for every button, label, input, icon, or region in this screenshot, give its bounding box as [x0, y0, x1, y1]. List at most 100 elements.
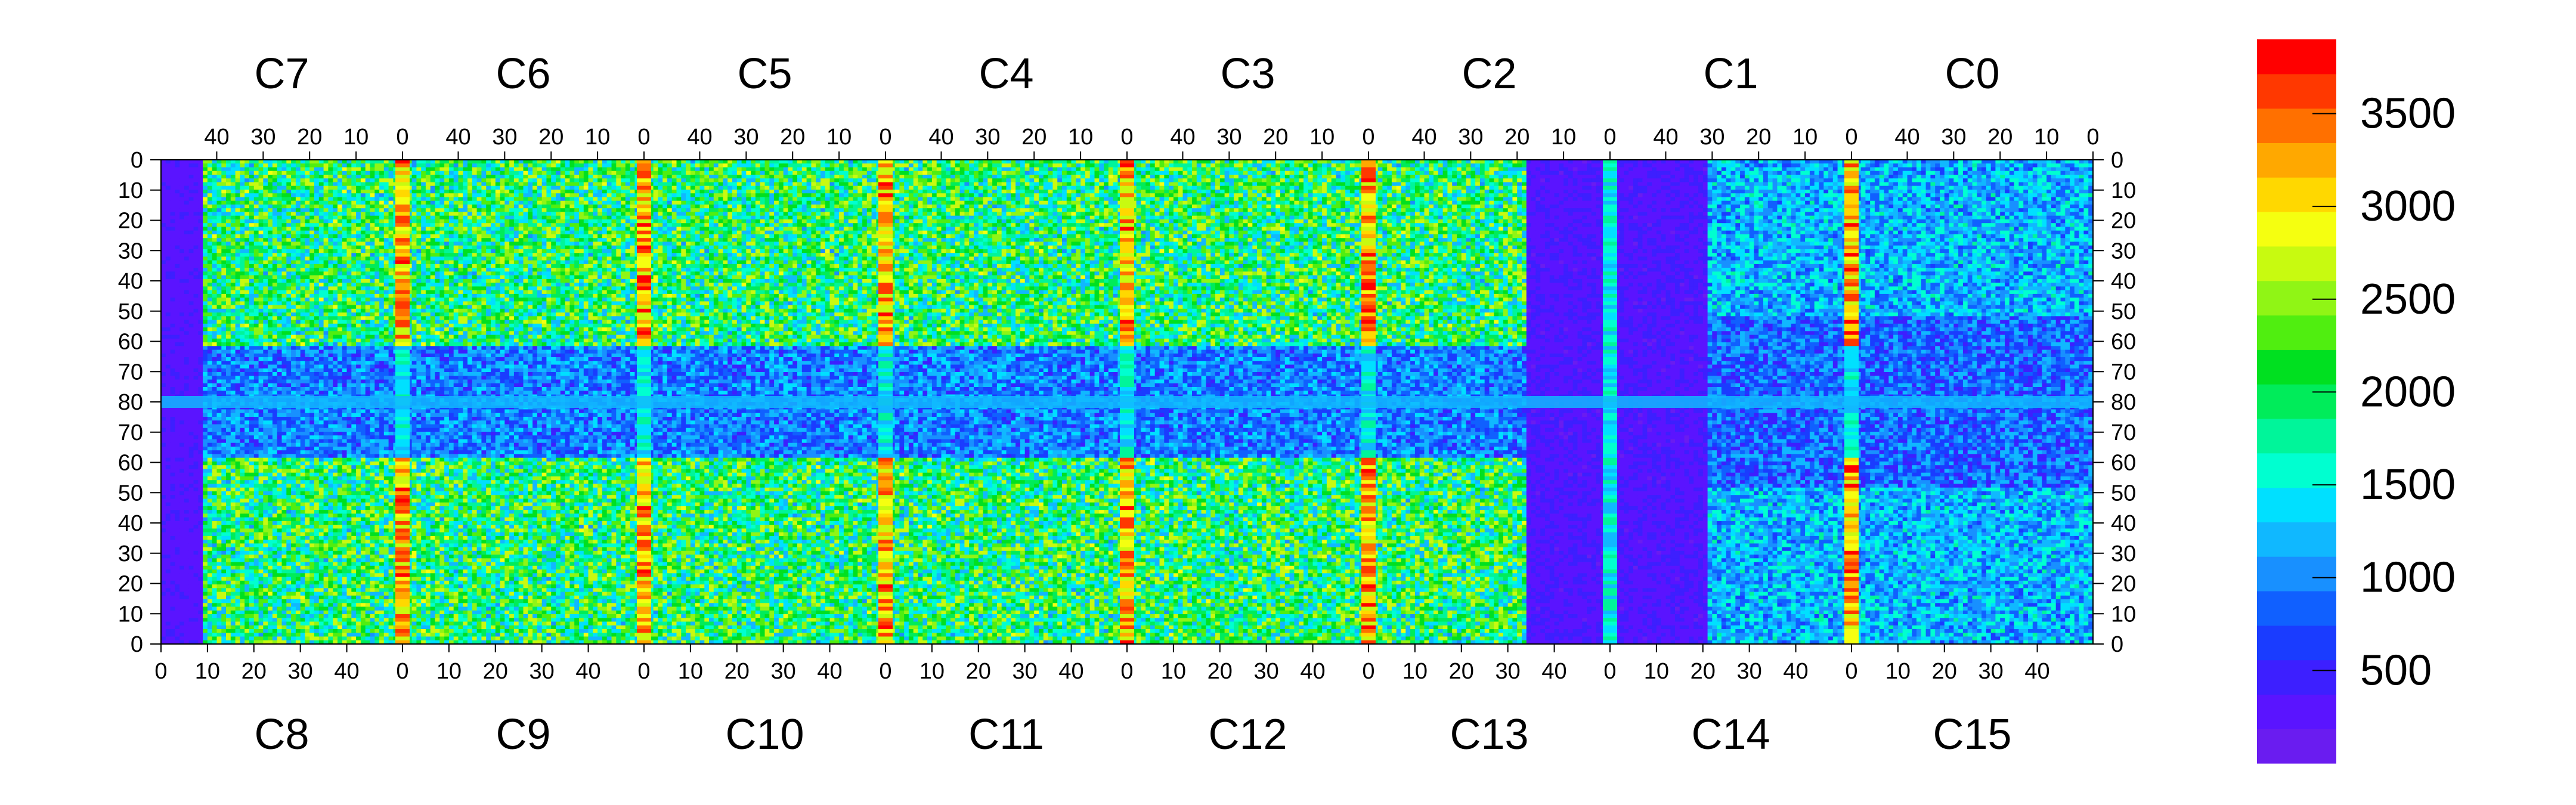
top-x-tick-label: 20 [1504, 125, 1530, 150]
colorbar-segment [2257, 626, 2336, 660]
bottom-x-tick-label: 30 [1496, 659, 1521, 684]
bottom-x-tick-label: 20 [483, 659, 508, 684]
left-y-tick-label: 50 [118, 481, 143, 506]
bottom-x-tick-label: 10 [436, 659, 462, 684]
bottom-chip-label: C9 [496, 711, 550, 758]
top-x-tick-label: 10 [585, 125, 610, 150]
left-y-tick-label: 30 [118, 239, 143, 264]
top-x-tick-label: 0 [2086, 125, 2099, 150]
colorbar-segment [2257, 349, 2336, 384]
top-x-tick-label: 30 [1699, 125, 1724, 150]
top-x-tick-label: 30 [733, 125, 758, 150]
top-chip-label: C1 [1703, 50, 1758, 98]
bottom-chip-labels: C8 C9 C10 C11 C12 C13 C14 C15 [254, 711, 2011, 758]
left-y-tick-label: 0 [131, 148, 143, 173]
heatmap-cells [161, 160, 2094, 645]
bottom-x-tick-label: 30 [1013, 659, 1038, 684]
left-y-tick-label: 10 [118, 178, 143, 203]
bottom-x-axis: 0 10 20 30 40 0 10 20 30 40 0 10 20 30 40 0 10 20 30 40 0 10 2… [154, 644, 2049, 684]
right-y-tick-label: 70 [2111, 420, 2136, 445]
top-x-tick-label: 0 [1603, 125, 1616, 150]
bottom-x-tick-label: 40 [2024, 659, 2049, 684]
bottom-x-tick-label: 40 [1783, 659, 1808, 684]
top-x-tick-label: 10 [1551, 125, 1576, 150]
bottom-x-tick-label: 10 [1161, 659, 1186, 684]
colorbar-tick-label: 1000 [2360, 554, 2456, 602]
bottom-x-tick-label: 20 [1449, 659, 1474, 684]
top-chip-label: C2 [1462, 50, 1516, 98]
left-y-tick-label: 30 [118, 541, 143, 566]
top-x-tick-label: 20 [538, 125, 564, 150]
right-y-tick-label: 0 [2111, 632, 2123, 657]
bottom-x-tick-label: 10 [919, 659, 945, 684]
colorbar-segment [2257, 315, 2336, 350]
top-x-tick-label: 0 [1845, 125, 1857, 150]
top-chip-label: C5 [737, 50, 792, 98]
colorbar-segment [2257, 281, 2336, 315]
bottom-x-tick-label: 0 [1362, 659, 1374, 684]
colorbar-segment [2257, 246, 2336, 281]
colorbar-segment [2257, 556, 2336, 591]
bottom-x-tick-label: 20 [1208, 659, 1233, 684]
top-x-tick-label: 10 [826, 125, 852, 150]
colorbar-tick-label: 1500 [2360, 461, 2456, 509]
left-y-tick-label: 0 [131, 632, 143, 657]
top-x-tick-label: 30 [1216, 125, 1241, 150]
top-x-tick-label: 30 [975, 125, 1000, 150]
right-y-tick-label: 70 [2111, 360, 2136, 385]
left-y-tick-label: 40 [118, 511, 143, 536]
bottom-x-tick-label: 20 [724, 659, 750, 684]
bottom-x-tick-label: 40 [575, 659, 600, 684]
colorbar-segment [2257, 660, 2336, 695]
left-y-tick-label: 70 [118, 360, 143, 385]
right-y-tick-label: 80 [2111, 390, 2136, 415]
top-x-tick-label: 0 [1120, 125, 1133, 150]
right-y-tick-label: 0 [2111, 148, 2123, 173]
bottom-x-tick-label: 0 [396, 659, 408, 684]
bottom-x-tick-label: 20 [1690, 659, 1716, 684]
bottom-x-tick-label: 30 [771, 659, 796, 684]
bottom-chip-label: C13 [1450, 711, 1528, 758]
left-y-tick-label: 20 [118, 572, 143, 597]
colorbar-segment [2257, 591, 2336, 626]
top-x-tick-label: 0 [1362, 125, 1374, 150]
top-chip-label: C7 [254, 50, 309, 98]
top-chip-labels: C7 C6 C5 C4 C3 C2 C1 C0 [254, 50, 1999, 98]
left-y-tick-label: 60 [118, 330, 143, 355]
bottom-x-tick-label: 40 [1058, 659, 1083, 684]
bottom-x-tick-label: 40 [1541, 659, 1566, 684]
top-x-tick-label: 10 [2034, 125, 2059, 150]
left-y-tick-label: 20 [118, 209, 143, 234]
left-y-tick-label: 50 [118, 299, 143, 324]
bottom-x-tick-label: 40 [334, 659, 359, 684]
bottom-x-tick-label: 0 [1603, 659, 1616, 684]
bottom-x-tick-label: 30 [530, 659, 555, 684]
top-x-tick-label: 20 [1021, 125, 1046, 150]
bottom-x-tick-label: 0 [637, 659, 650, 684]
bottom-chip-label: C10 [725, 711, 804, 758]
colorbar-segment [2257, 143, 2336, 177]
top-x-tick-label: 20 [1263, 125, 1288, 150]
bottom-x-tick-label: 20 [966, 659, 991, 684]
top-x-tick-label: 40 [445, 125, 470, 150]
top-x-tick-label: 20 [1746, 125, 1771, 150]
colorbar-tick-label: 2000 [2360, 368, 2456, 416]
left-y-tick-label: 40 [118, 269, 143, 294]
bottom-x-tick-label: 10 [1644, 659, 1669, 684]
bottom-x-tick-label: 20 [1932, 659, 1957, 684]
colorbar-segment [2257, 522, 2336, 556]
right-y-tick-label: 40 [2111, 511, 2136, 536]
top-x-tick-label: 10 [1309, 125, 1335, 150]
center-seam [161, 396, 2093, 408]
bottom-chip-label: C8 [254, 711, 309, 758]
bottom-x-tick-label: 10 [1402, 659, 1428, 684]
top-x-tick-label: 10 [343, 125, 369, 150]
top-x-tick-label: 40 [1653, 125, 1678, 150]
top-chip-label: C6 [496, 50, 550, 98]
bottom-x-tick-label: 10 [678, 659, 703, 684]
top-x-tick-label: 20 [297, 125, 322, 150]
right-y-tick-label: 50 [2111, 299, 2136, 324]
top-x-tick-label: 40 [687, 125, 712, 150]
